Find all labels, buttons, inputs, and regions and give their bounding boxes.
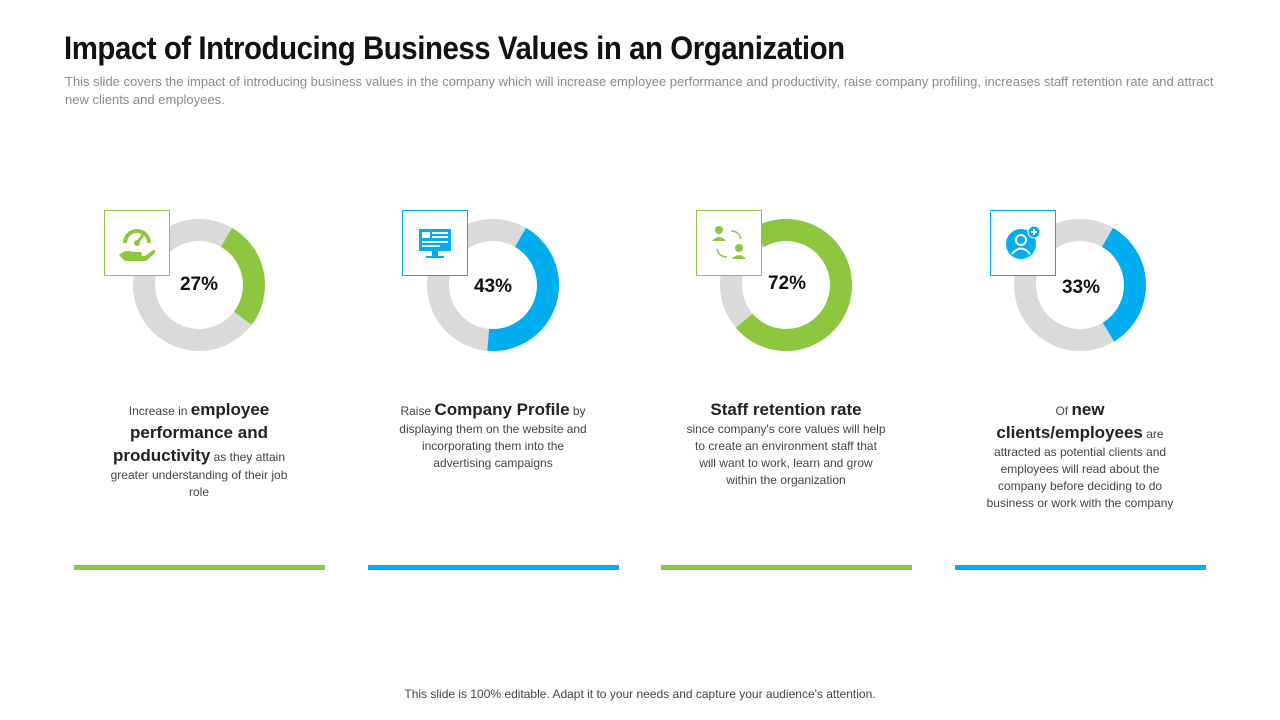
donut-value-arc bbox=[427, 219, 559, 351]
donut-value-arc bbox=[1014, 219, 1146, 351]
card-highlight: Company Profile bbox=[434, 400, 570, 419]
add-user-icon bbox=[1006, 225, 1041, 259]
percent-label: 27% bbox=[179, 274, 219, 295]
donut-chart-1 bbox=[133, 219, 265, 351]
percent-label: 33% bbox=[1061, 277, 1101, 298]
icon-box bbox=[402, 210, 468, 276]
card-highlight: new clients/employees bbox=[996, 400, 1143, 442]
metric-card-4: 33% Of new clients/employees are attract… bbox=[950, 200, 1210, 580]
donut-chart-4 bbox=[1014, 219, 1146, 351]
accent-bar bbox=[368, 565, 619, 570]
slide-title: Impact of Introducing Business Values in… bbox=[64, 30, 845, 66]
slide-subtitle: This slide covers the impact of introduc… bbox=[65, 74, 1214, 107]
card-description: Raise Company Profile by displaying them… bbox=[399, 400, 587, 470]
percent-label: 72% bbox=[767, 273, 807, 294]
card-description: Staff retention rate since company's core… bbox=[686, 400, 886, 487]
metric-card-2: 43% Raise Company Profile by displaying … bbox=[363, 200, 623, 580]
metric-card-1: 27% Increase in employee performance and… bbox=[69, 200, 329, 580]
slide-footer: This slide is 100% editable. Adapt it to… bbox=[404, 687, 876, 701]
card-highlight: employee performance and productivity bbox=[112, 400, 270, 465]
accent-bar bbox=[661, 565, 912, 570]
gauge-hand-icon bbox=[119, 229, 156, 261]
accent-bar bbox=[955, 565, 1206, 570]
card-description: Increase in employee performance and pro… bbox=[110, 400, 288, 499]
icon-box bbox=[696, 210, 762, 276]
percent-label: 43% bbox=[473, 276, 513, 297]
donut-value-arc bbox=[133, 219, 265, 351]
icon-box bbox=[990, 210, 1056, 276]
icon-box bbox=[104, 210, 170, 276]
card-highlight: Staff retention rate bbox=[710, 400, 862, 419]
people-exchange-icon bbox=[712, 226, 746, 259]
accent-bar bbox=[74, 565, 325, 570]
card-description: Of new clients/employees are attracted a… bbox=[986, 400, 1174, 510]
metric-card-3: 72% Staff retention rate since company's … bbox=[656, 200, 916, 580]
monitor-dashboard-icon bbox=[419, 229, 451, 258]
donut-chart-2 bbox=[427, 219, 559, 351]
